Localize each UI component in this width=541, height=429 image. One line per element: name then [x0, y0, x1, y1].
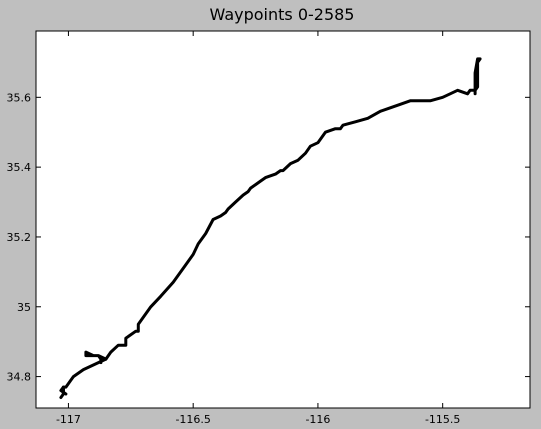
chart-title: Waypoints 0-2585 — [210, 5, 355, 24]
x-tick-label-0: -117 — [56, 413, 81, 426]
tick-layer: -117 -116.5 -116 -115.5 34.8 35 35.2 35.4 35.6 — [7, 31, 530, 426]
y-tick-label-4: 35.6 — [7, 91, 32, 104]
series-line-1 — [84, 350, 108, 365]
x-tick-label-1: -116.5 — [175, 413, 210, 426]
x-tick-label-2: -116 — [305, 413, 330, 426]
y-tick-label-3: 35.4 — [7, 161, 32, 174]
series-line-2 — [59, 385, 68, 399]
series-layer — [59, 57, 482, 399]
y-tick-label-0: 34.8 — [7, 371, 32, 384]
y-tick-label-1: 35 — [17, 301, 31, 314]
y-tick-label-2: 35.2 — [7, 231, 32, 244]
series-line-0 — [61, 57, 482, 396]
x-tick-label-3: -115.5 — [425, 413, 460, 426]
